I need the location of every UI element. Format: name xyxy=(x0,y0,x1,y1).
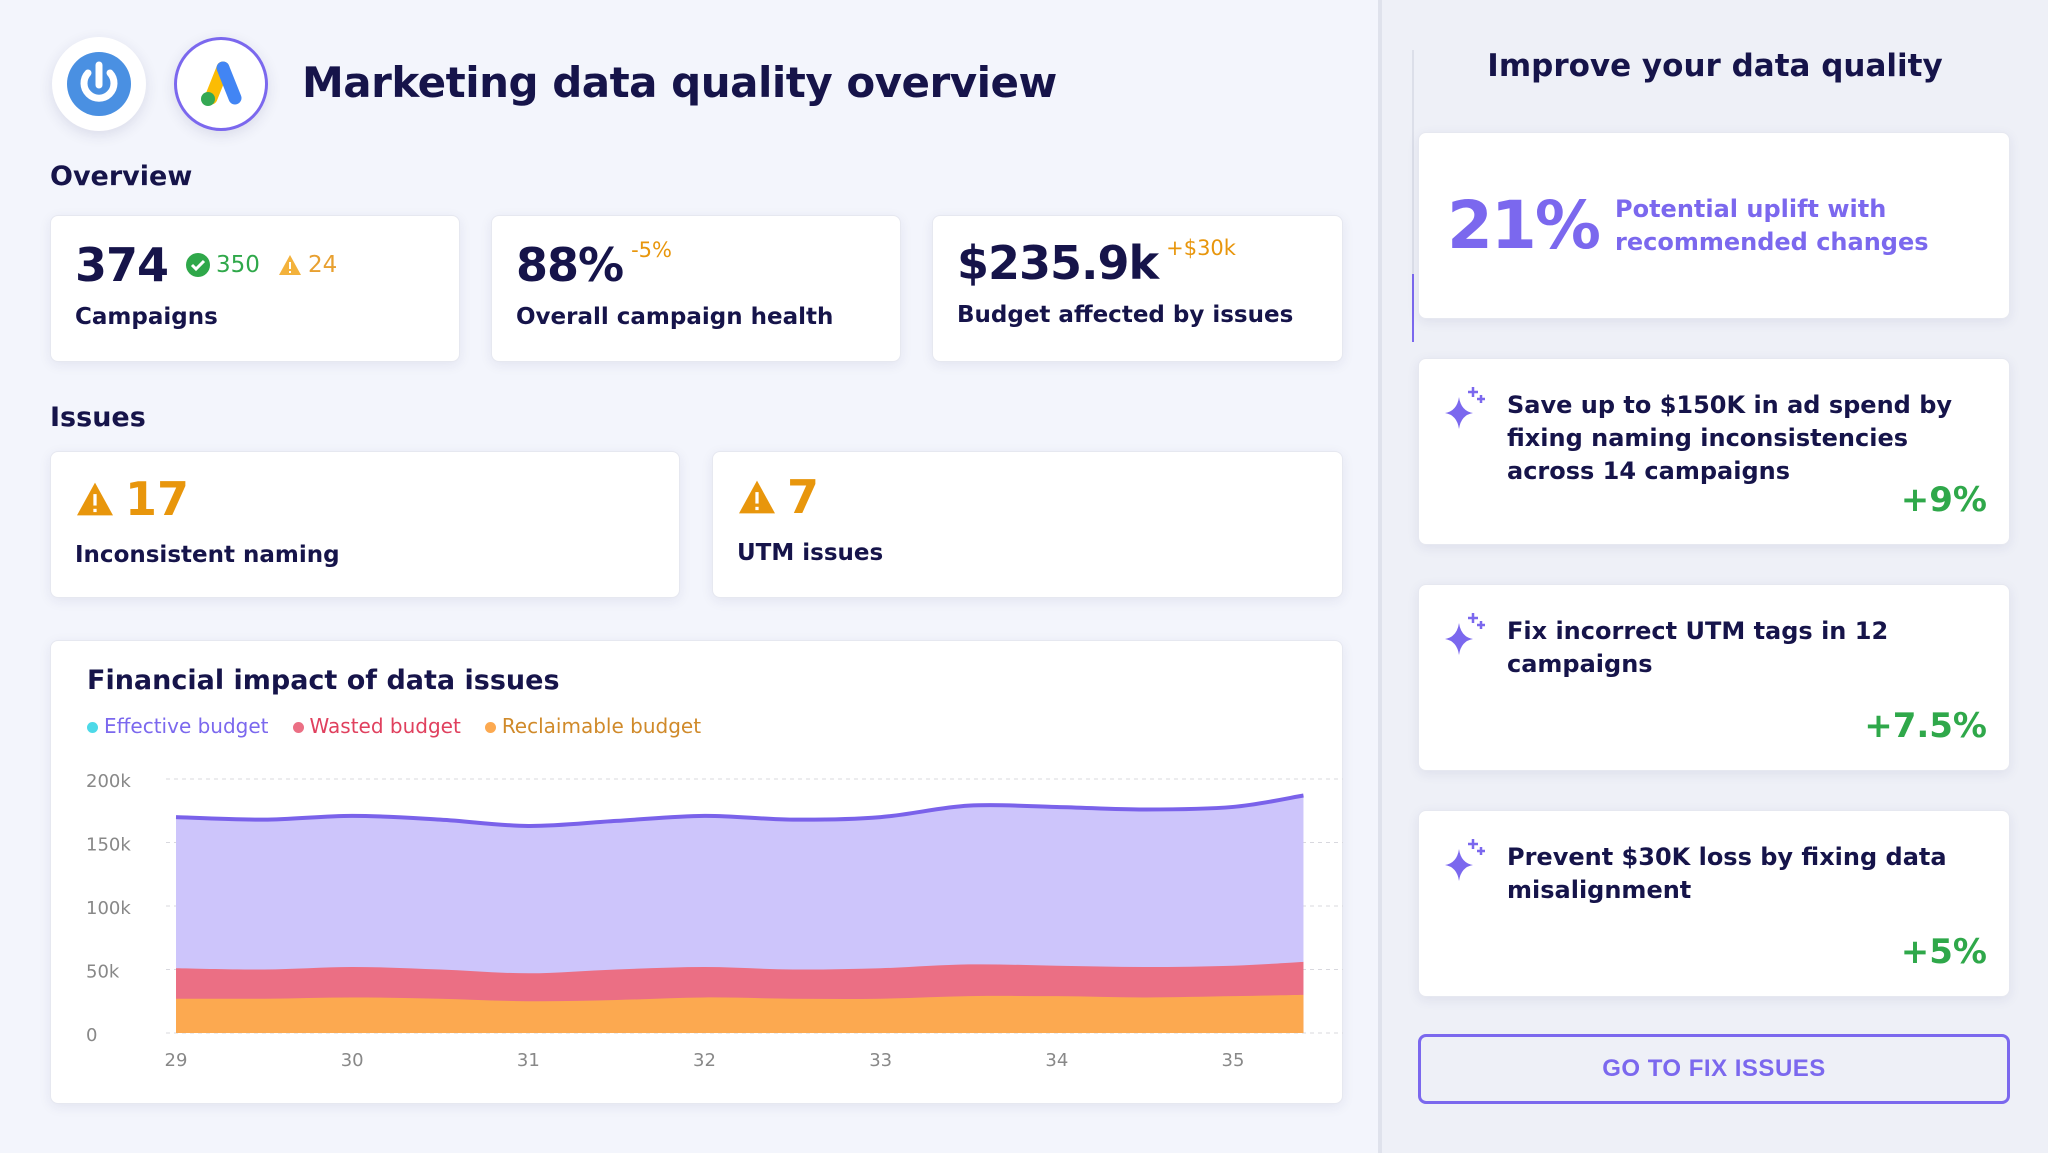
issue-label: UTM issues xyxy=(737,540,884,566)
health-card[interactable]: 88% -5% Overall campaign health xyxy=(491,215,901,362)
area-chart: 0 50k 100k 150k 200k 29 30 31 32 33 34 35 xyxy=(86,771,1343,1071)
x-tick-label: 33 xyxy=(869,1050,892,1071)
recommendation-card[interactable]: Save up to $150K in ad spend by fixing n… xyxy=(1418,358,2010,545)
x-tick-label: 35 xyxy=(1222,1050,1245,1071)
area-reclaimable-budget xyxy=(176,994,1304,1033)
chart-title: Financial impact of data issues xyxy=(87,665,560,696)
campaigns-card[interactable]: 374 350 24 Campaigns xyxy=(50,215,460,362)
budget-delta: +$30k xyxy=(1166,236,1236,260)
legend-effective[interactable]: Effective budget xyxy=(87,714,269,738)
issue-card-naming[interactable]: 17 Inconsistent naming xyxy=(50,451,680,598)
budget-label: Budget affected by issues xyxy=(957,302,1294,328)
y-tick-label: 50k xyxy=(86,962,120,983)
recommendation-impact: +9% xyxy=(1900,480,1987,520)
x-tick-label: 34 xyxy=(1045,1050,1068,1071)
legend-reclaimable[interactable]: Reclaimable budget xyxy=(484,714,701,738)
recommendation-text: Save up to $150K in ad spend by fixing n… xyxy=(1507,391,1953,485)
recommendation-impact: +7.5% xyxy=(1864,706,1987,746)
recommendation-card[interactable]: Fix incorrect UTM tags in 12 campaigns +… xyxy=(1418,584,2010,771)
warning-icon xyxy=(739,480,775,514)
overview-heading: Overview xyxy=(50,161,193,192)
recommendation-impact: +5% xyxy=(1900,932,1987,972)
go-to-fix-issues-button[interactable]: GO TO FIX ISSUES xyxy=(1418,1034,2010,1104)
scroll-thumb[interactable] xyxy=(1412,274,1414,342)
x-tick-label: 31 xyxy=(517,1050,540,1071)
budget-value: $235.9k xyxy=(957,236,1159,290)
page-title: Marketing data quality overview xyxy=(302,58,1057,107)
y-tick-label: 200k xyxy=(86,771,131,792)
issue-count: 7 xyxy=(787,470,820,524)
chart-legend: Effective budget Wasted budget Reclaimab… xyxy=(87,714,701,738)
y-tick-label: 150k xyxy=(86,835,131,856)
y-tick-label: 100k xyxy=(86,898,131,919)
campaigns-label: Campaigns xyxy=(75,304,218,330)
budget-card[interactable]: $235.9k +$30k Budget affected by issues xyxy=(932,215,1343,362)
x-tick-label: 29 xyxy=(165,1050,188,1071)
recommendation-card[interactable]: Prevent $30K loss by fixing data misalig… xyxy=(1418,810,2010,997)
health-value: 88% xyxy=(516,238,624,292)
issue-count: 17 xyxy=(125,472,190,526)
google-ads-logo xyxy=(174,37,268,131)
health-label: Overall campaign health xyxy=(516,304,834,330)
x-tick-label: 30 xyxy=(341,1050,364,1071)
warning-icon xyxy=(278,255,301,275)
issues-heading: Issues xyxy=(50,402,146,433)
scroll-track[interactable] xyxy=(1412,50,1414,342)
healthy-count: 350 xyxy=(216,252,260,278)
campaigns-count: 374 xyxy=(75,238,169,292)
line-effective-budget xyxy=(175,793,1304,828)
uplift-value: 21% xyxy=(1447,187,1601,264)
legend-wasted[interactable]: Wasted budget xyxy=(292,714,461,738)
warning-count: 24 xyxy=(307,252,338,278)
recommendation-text: Fix incorrect UTM tags in 12 campaigns xyxy=(1507,617,1889,678)
uplift-text: Potential uplift with recommended change… xyxy=(1615,195,1929,256)
power-logo xyxy=(52,37,146,131)
sparkle-icon xyxy=(1445,839,1485,881)
x-tick-label: 32 xyxy=(693,1050,716,1071)
y-tick-label: 0 xyxy=(86,1025,97,1046)
sparkle-icon xyxy=(1445,613,1485,655)
sparkle-icon xyxy=(1445,387,1485,429)
warning-icon xyxy=(77,482,113,516)
issue-label: Inconsistent naming xyxy=(75,542,340,568)
health-delta: -5% xyxy=(631,238,673,262)
improve-title: Improve your data quality xyxy=(1487,48,1943,84)
uplift-card: 21% Potential uplift with recommended ch… xyxy=(1418,132,2010,319)
issue-card-utm[interactable]: 7 UTM issues xyxy=(712,451,1343,598)
check-circle-icon xyxy=(186,253,211,277)
recommendation-text: Prevent $30K loss by fixing data misalig… xyxy=(1507,843,1947,904)
